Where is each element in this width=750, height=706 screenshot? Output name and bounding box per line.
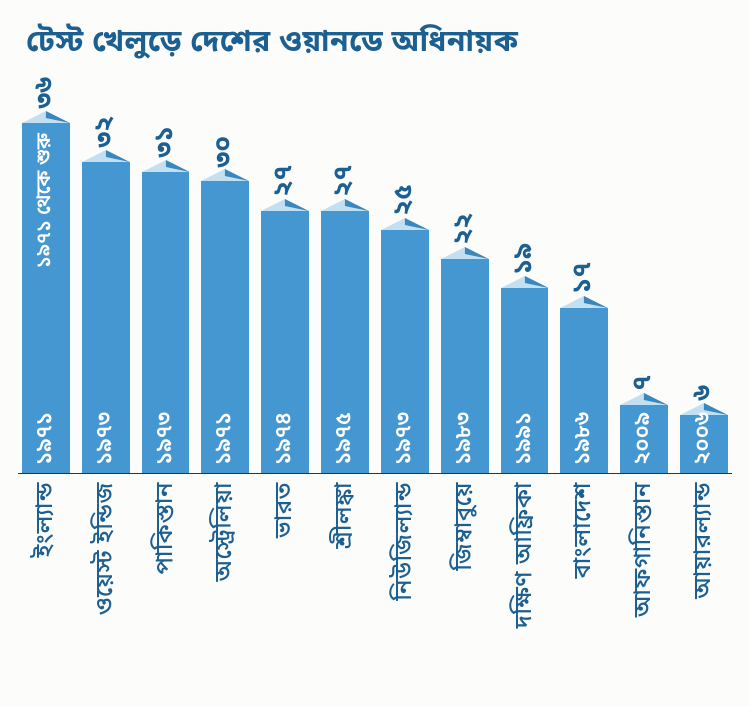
- category-label: আয়ারল্যান্ড: [680, 482, 728, 635]
- bar: ১৯৮৩: [441, 259, 489, 473]
- bar: ১৯৭১: [201, 181, 249, 473]
- bar-column: ২৫ ১৯৭৩: [381, 74, 429, 473]
- bar: ১৯৭৩: [142, 172, 190, 473]
- bar-cap: [82, 150, 130, 162]
- bar-column: ৩০ ১৯৭১: [201, 74, 249, 473]
- bar-column: ৩৬ ১৯৭১ থেকে শুরু ১৯৭১: [22, 74, 70, 473]
- category-label: অস্ট্রেলিয়া: [201, 482, 249, 635]
- bar-year-label: ১৯৯১: [514, 404, 536, 473]
- bar-column: ৩২ ১৯৭৩: [82, 74, 130, 473]
- bar-value-label: ২২: [452, 213, 478, 245]
- bar-column: ১৯ ১৯৯১: [501, 74, 549, 473]
- bar: ১৯৭১ থেকে শুরু ১৯৭১: [22, 123, 70, 473]
- bar-column: ২৭ ১৯৭৪: [261, 74, 309, 473]
- bar-value-label: ৩৬: [33, 77, 59, 109]
- bar: ১৯৭৩: [82, 162, 130, 473]
- bar: ১৯৭৪: [261, 211, 309, 474]
- bar-cap: [321, 199, 369, 211]
- bar-year-label: ১৯৭১: [35, 404, 57, 473]
- bar-cap: [22, 111, 70, 123]
- bar-cap: [142, 160, 190, 172]
- bar-column: ১৭ ১৯৮৬: [560, 74, 608, 473]
- category-label: ওয়েস্ট ইন্ডিজ: [82, 482, 130, 635]
- bar-year-label: ১৯৭৩: [155, 404, 177, 473]
- category-label: নিউজিল্যান্ড: [381, 482, 429, 635]
- bar-year-label: ১৯৭৪: [274, 404, 296, 473]
- bar-column: ৩১ ১৯৭৩: [142, 74, 190, 473]
- bar-cap: [501, 276, 549, 288]
- bar: ১৯৯১: [501, 288, 549, 473]
- bar-year-label: ১৯৭৩: [95, 404, 117, 473]
- category-label: আফগানিস্তান: [620, 482, 668, 635]
- bar-value-label: ৩০: [212, 136, 238, 168]
- bar-cap: [261, 199, 309, 211]
- category-label: পাকিস্তান: [142, 482, 190, 635]
- bar-year-label: ১৯৭৩: [394, 404, 416, 473]
- bar-year-label: ১৯৭৫: [334, 404, 356, 473]
- bar-cap: [441, 247, 489, 259]
- bar-value-label: ৭: [631, 375, 657, 391]
- bar-value-label: ২৭: [332, 165, 358, 197]
- bar-value-label: ৩২: [93, 116, 119, 148]
- category-label: ইংল্যান্ড: [22, 482, 70, 635]
- bar-year-label: ১৯৮৩: [454, 404, 476, 473]
- category-label: জিম্বাবুয়ে: [441, 482, 489, 635]
- bar-year-label: ২০০৯: [633, 404, 655, 473]
- start-note: ১৯৭১ থেকে শুরু: [33, 133, 59, 268]
- category-label: বাংলাদেশ: [560, 482, 608, 635]
- category-label: ভারত: [261, 482, 309, 635]
- chart-frame: টেস্ট খেলুড়ে দেশের ওয়ানডে অধিনায়ক ৩৬ ১…: [0, 0, 750, 706]
- bar: ১৯৮৬: [560, 308, 608, 473]
- bar-cap: [201, 169, 249, 181]
- bar-chart: ৩৬ ১৯৭১ থেকে শুরু ১৯৭১ ৩২ ১৯৭৩ ৩১ ১৯৭৩ ৩০ ১৯৭১ ২৭…: [18, 74, 732, 474]
- category-axis: ইংল্যান্ডওয়েস্ট ইন্ডিজপাকিস্তানঅস্ট্রেল…: [18, 474, 732, 635]
- bar-column: ২২ ১৯৮৩: [441, 74, 489, 473]
- bar-cap: [381, 218, 429, 230]
- bar-value-label: ৬: [691, 385, 717, 401]
- bar-year-label: ১৯৭১: [214, 404, 236, 473]
- bar-value-label: ৩১: [153, 126, 179, 158]
- bar-column: ৬ ২০০৬: [680, 74, 728, 473]
- bar-year-label: ২০০৬: [693, 404, 715, 473]
- bar: ২০০৬: [680, 415, 728, 473]
- bar-column: ২৭ ১৯৭৫: [321, 74, 369, 473]
- bar-value-label: ২৫: [392, 184, 418, 216]
- category-label: দক্ষিণ আফ্রিকা: [501, 482, 549, 635]
- bar: ১৯৭৩: [381, 230, 429, 473]
- bar: ২০০৯: [620, 405, 668, 473]
- bar-value-label: ১৯: [512, 243, 538, 275]
- bar-cap: [560, 296, 608, 308]
- category-label: শ্রীলঙ্কা: [321, 482, 369, 635]
- bar-value-label: ১৭: [571, 262, 597, 294]
- bar-value-label: ২৭: [272, 165, 298, 197]
- bar-year-label: ১৯৮৬: [573, 404, 595, 473]
- bar: ১৯৭৫: [321, 211, 369, 474]
- chart-title: টেস্ট খেলুড়ে দেশের ওয়ানডে অধিনায়ক: [26, 24, 732, 64]
- bar-column: ৭ ২০০৯: [620, 74, 668, 473]
